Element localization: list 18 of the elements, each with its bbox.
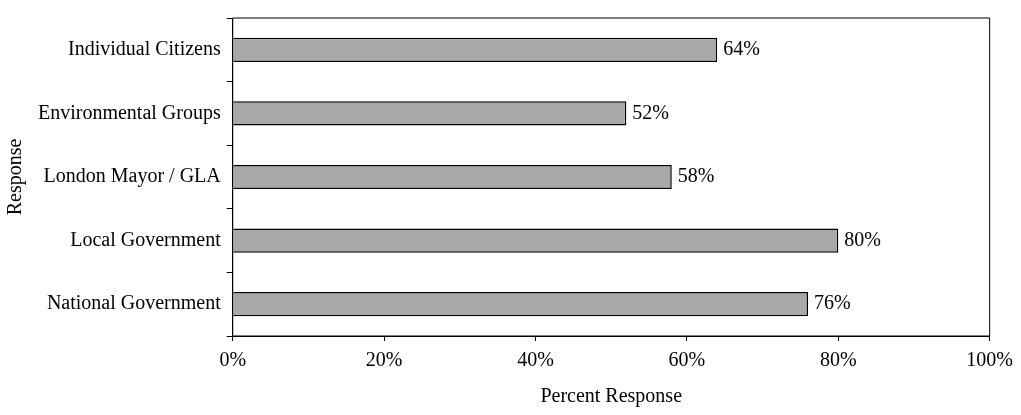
data-label: 58% (677, 164, 715, 187)
x-tick-label: 100% (966, 348, 1014, 371)
data-label: 52% (632, 100, 670, 123)
x-tick-label: 60% (668, 348, 706, 371)
x-tick-label: 80% (819, 348, 857, 371)
y-axis-title: Response (3, 138, 27, 216)
y-tick-label: Local Government (70, 227, 222, 250)
x-tick-label: 40% (517, 348, 554, 371)
data-label: 80% (844, 227, 881, 250)
data-label: 76% (814, 291, 851, 314)
x-tick-label: 0% (219, 348, 247, 371)
y-tick-label: National Government (46, 291, 222, 314)
y-tick-label: Individual Citizens (67, 37, 221, 60)
y-tick-label: Environmental Groups (37, 100, 221, 124)
x-axis-title: Percent Response (540, 384, 683, 408)
x-tick-label: 20% (365, 348, 403, 371)
data-label: 64% (723, 37, 760, 60)
y-tick-label: London Mayor / GLA (43, 164, 222, 188)
